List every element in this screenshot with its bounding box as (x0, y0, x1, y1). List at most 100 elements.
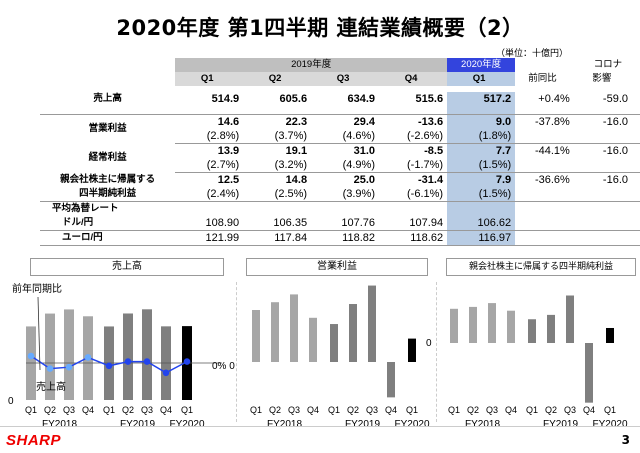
table-cell-2020: 7.7 (447, 143, 516, 158)
fx-cell: 107.94 (379, 216, 448, 231)
pct-cell-2020: (1.5%) (447, 187, 516, 202)
pct-cell: (4.6%) (311, 129, 379, 144)
net-zero-label: 0 (426, 338, 432, 349)
divider (436, 282, 437, 422)
corona-cell: -59.0 (602, 93, 628, 105)
fx-cell: 118.82 (311, 230, 379, 246)
table-header-year-row: 2019年度 2020年度 コロナ (40, 58, 640, 72)
x-tick-label: Q1 (250, 405, 262, 415)
fx-label: ユーロ/円 (40, 230, 176, 246)
x-tick-label: Q3 (141, 405, 153, 415)
year-2019-header: 2019年度 (175, 58, 448, 72)
table-cell-2020: 7.9 (447, 172, 516, 187)
table-cell: 12.5 (217, 174, 240, 186)
fx-cell: 106.35 (243, 216, 312, 231)
x-tick-label: Q3 (63, 405, 75, 415)
yoy-point (105, 362, 113, 370)
operating-profit-chart: Q1 Q2 Q3 Q4 Q1 Q2 Q3 Q4 Q1 FY2018 FY2019 FY2020 (250, 285, 430, 430)
net-bar (507, 310, 515, 343)
yoy-point (124, 358, 132, 365)
pct-cell: (-6.1%) (379, 187, 448, 202)
net-bar (488, 303, 496, 343)
x-tick-label: Q2 (269, 405, 281, 415)
yoy-point (143, 358, 151, 365)
yoy-legend-label: 前年同期比 (12, 282, 62, 295)
table-cell: 19.1 (285, 145, 308, 157)
op-bar (252, 310, 260, 362)
footer-divider (0, 426, 640, 427)
sales-bar (64, 309, 74, 400)
yoy-cell: -36.6% (534, 174, 570, 186)
table-row: 営業利益 14.6 22.3 29.4 -13.6 9.0 -37.8% -16… (40, 114, 640, 134)
op-bar (349, 304, 357, 362)
quarter-header: Q1 (175, 72, 244, 86)
brand-logo: SHARP (6, 432, 62, 449)
page-number: 3 (621, 433, 630, 447)
row-label: 親会社株主に帰属する (60, 173, 156, 185)
financial-table: 2019年度 2020年度 コロナ Q1 Q2 Q3 Q4 Q1 前同比 影響 … (40, 58, 640, 246)
table-cell: 634.9 (347, 93, 375, 105)
corona-cell: -16.0 (602, 174, 628, 186)
x-tick-label: Q4 (583, 405, 595, 415)
table-row: 売上高 514.9 605.6 634.9 515.6 517.2 +0.4% … (40, 92, 640, 106)
table-cell: 13.9 (217, 145, 240, 157)
x-tick-label: Q4 (505, 405, 517, 415)
quarter-header: Q4 (379, 72, 448, 86)
net-bar (450, 308, 458, 343)
sales-line-label: 売上高 (36, 380, 66, 393)
x-tick-label: Q1 (448, 405, 460, 415)
yoy-cell: -37.8% (534, 116, 570, 128)
pct-cell: (3.9%) (311, 187, 379, 202)
corona-cell: -16.0 (602, 116, 628, 128)
x-tick-label: Q4 (385, 405, 397, 415)
table-row-pct: 四半期純利益 (2.4%) (2.5%) (3.9%) (-6.1%) (1.5… (40, 187, 640, 202)
table-row: 親会社株主に帰属する 12.5 14.8 25.0 -31.4 7.9 -36.… (40, 172, 640, 187)
fy-label: FY2018 (465, 419, 500, 430)
sales-zero-label: 0 (8, 396, 14, 407)
x-tick-label: Q2 (467, 405, 479, 415)
zero-pct-label: 0% 0 (212, 361, 235, 372)
yoy-point (65, 363, 73, 371)
table-cell-2020: 517.2 (447, 92, 516, 106)
x-tick-label: Q1 (181, 405, 193, 415)
net-bar (606, 327, 614, 343)
year-2020-header: 2020年度 (447, 58, 516, 72)
fx-row: ドル/円 108.90 106.35 107.76 107.94 106.62 (40, 216, 640, 231)
op-bar (408, 338, 416, 362)
op-chart-title: 営業利益 (246, 258, 428, 276)
x-tick-label: Q4 (307, 405, 319, 415)
fx-cell: 107.76 (311, 216, 379, 231)
divider (236, 282, 237, 422)
x-tick-label: Q3 (564, 405, 576, 415)
net-income-chart: Q1 Q2 Q3 Q4 Q1 Q2 Q3 Q4 Q1 FY2018 FY2019 FY2020 (448, 295, 628, 430)
op-bar (330, 324, 338, 362)
op-bar (387, 362, 395, 398)
sales-bar (45, 313, 55, 400)
op-bar (309, 317, 317, 362)
x-tick-label: Q3 (366, 405, 378, 415)
pct-cell: (-1.7%) (379, 158, 448, 173)
table-cell: -13.6 (418, 116, 444, 128)
net-bar (547, 314, 555, 343)
x-tick-label: Q3 (288, 405, 300, 415)
fy-label: FY2019 (120, 419, 155, 430)
fx-cell: 118.62 (379, 230, 448, 246)
op-bar (290, 294, 298, 362)
pct-cell: (-2.6%) (379, 129, 448, 144)
op-bar (368, 285, 376, 362)
page-title: 2020年度 第1四半期 連結業績概要（2） (116, 16, 524, 40)
table-row-pct: (2.7%) (3.2%) (4.9%) (-1.7%) (1.5%) (40, 158, 640, 173)
pct-cell: (2.5%) (243, 187, 312, 202)
yoy-pointer-line (37, 296, 41, 371)
table-cell-2020: 9.0 (447, 114, 516, 129)
pct-cell-2020: (1.8%) (447, 129, 516, 144)
sales-bar (123, 313, 133, 400)
x-tick-label: Q2 (122, 405, 134, 415)
x-tick-label: Q1 (526, 405, 538, 415)
pct-cell: (2.4%) (175, 187, 244, 202)
pct-cell-2020: (1.5%) (447, 158, 516, 173)
row-label-2: 四半期純利益 (40, 187, 176, 202)
fx-header-row: 平均為替レート (40, 201, 640, 216)
net-bar (469, 306, 477, 343)
table-cell: 14.8 (285, 174, 308, 186)
